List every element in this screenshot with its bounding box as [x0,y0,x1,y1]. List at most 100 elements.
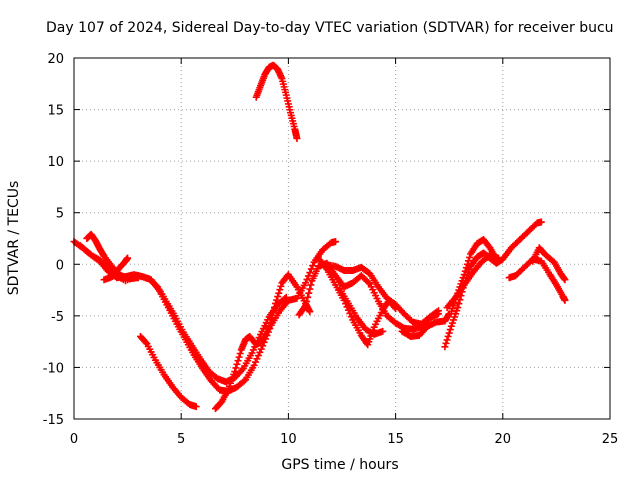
series-track-10 [336,285,387,338]
data-point [307,281,315,289]
data-point [443,336,451,344]
data-point [433,308,441,316]
data-point [265,323,273,331]
y-tick-label: -15 [43,413,64,428]
y-tick-label: -10 [43,361,64,376]
data-point [434,307,442,315]
data-point [463,260,471,268]
chart-title: Day 107 of 2024, Sidereal Day-to-day VTE… [46,20,614,36]
series-track-6 [212,271,314,413]
data-point [266,319,274,327]
data-point [233,360,241,368]
y-tick-label: 10 [47,155,64,170]
data-point [347,313,355,321]
x-tick-label: 20 [495,432,512,447]
data-point [257,345,265,353]
x-axis-label: GPS time / hours [281,457,398,473]
data-point [124,254,132,262]
data-point [461,267,469,275]
data-point [304,293,312,301]
data-point [267,315,275,323]
data-point [275,289,283,297]
data-point [273,296,281,304]
data-point [455,300,463,308]
series-track-12 [441,218,545,351]
series-track-14 [443,251,503,312]
data-point [442,339,450,347]
data-points-layer [70,61,569,413]
y-tick-label: 15 [47,104,64,119]
data-point [303,275,311,283]
data-point [379,327,387,335]
data-point [192,403,200,411]
series-track-17 [252,61,301,142]
data-point [303,297,311,305]
data-point [446,326,454,334]
data-point [332,238,340,246]
data-point [302,279,310,287]
data-point [231,368,239,376]
data-point [236,350,244,358]
data-point [561,276,569,284]
y-tick-label: 5 [56,207,64,222]
grid-layer [74,58,610,419]
tick-layer: 0 5 10 15 20 25 -15 -10 -5 0 5 10 15 20 [43,52,619,447]
data-point [441,343,449,351]
y-tick-label: -5 [51,310,64,325]
data-point [444,332,452,340]
data-point [561,296,569,304]
data-point [305,289,313,297]
data-point [302,302,310,310]
data-point [307,265,315,273]
y-axis-label: SDTVAR / TECUs [6,181,22,296]
x-tick-label: 10 [280,432,297,447]
data-point [252,358,260,366]
data-point [306,285,314,293]
data-point [232,364,240,372]
data-point [250,361,258,369]
data-point [537,218,545,226]
data-point [269,307,277,315]
plot-frame [73,57,611,420]
data-point [306,269,314,277]
x-tick-label: 0 [70,432,78,447]
data-point [454,304,462,312]
data-point [277,282,285,290]
series-track-5 [136,332,200,411]
data-point [445,329,453,337]
data-point [152,282,160,290]
data-point [281,294,289,302]
data-point [466,253,474,261]
data-point [460,271,468,279]
data-point [293,134,301,142]
data-point [274,293,282,301]
series-track-15 [505,255,569,304]
data-point [282,293,290,301]
data-point [270,303,278,311]
data-point [254,352,262,360]
data-point [464,257,472,265]
x-tick-label: 5 [177,432,185,447]
y-tick-label: 20 [47,52,64,67]
data-point [234,357,242,365]
series-track-16 [529,244,569,284]
data-point [142,339,150,347]
data-point [306,308,314,316]
data-point [253,355,261,363]
series-track-9 [321,260,442,328]
data-point [462,264,470,272]
data-point [276,286,284,294]
series-track-4 [100,254,132,284]
data-point [256,348,264,356]
data-point [268,311,276,319]
data-point [240,377,248,385]
data-point [134,274,142,282]
data-point [495,254,503,262]
data-point [364,279,372,287]
y-tick-label: 0 [56,258,64,273]
x-tick-label: 25 [602,432,619,447]
data-point [235,353,243,361]
x-tick-label: 15 [387,432,404,447]
data-point [272,299,280,307]
